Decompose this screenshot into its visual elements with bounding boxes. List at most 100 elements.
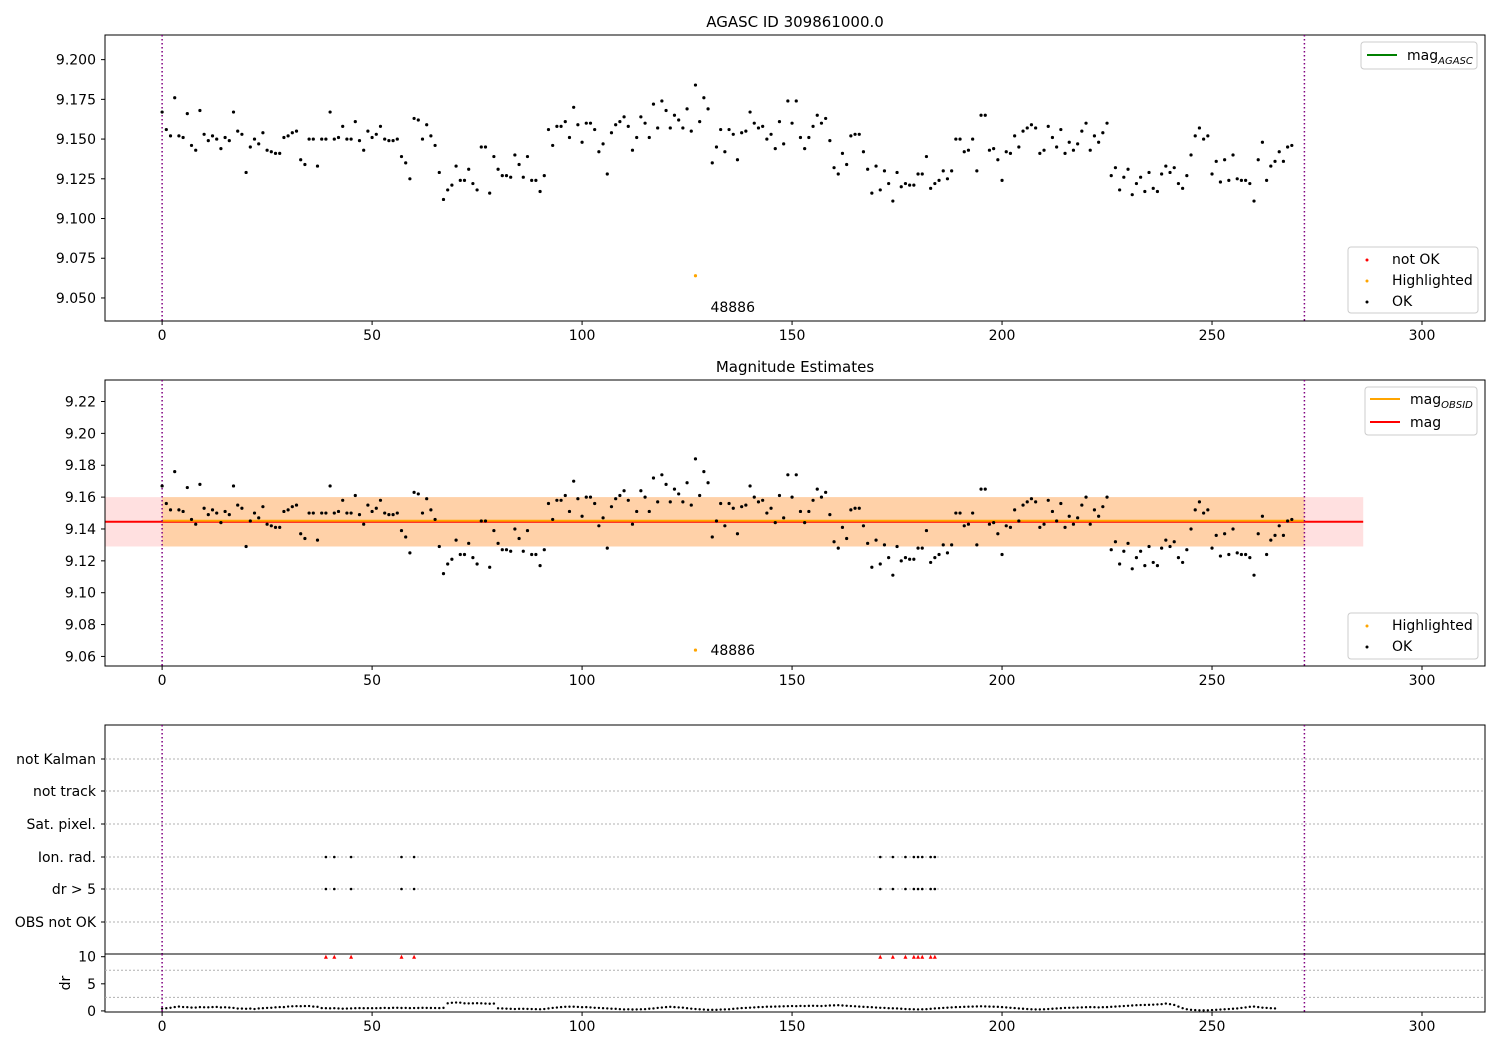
data-point bbox=[1176, 181, 1181, 186]
data-point bbox=[1151, 186, 1155, 190]
dr-point bbox=[244, 1007, 248, 1011]
y-tick-label: 9.175 bbox=[56, 92, 96, 108]
dr-point bbox=[1072, 1006, 1075, 1009]
data-point bbox=[769, 132, 773, 136]
data-point bbox=[811, 498, 815, 502]
data-point bbox=[735, 158, 740, 162]
dr-point bbox=[257, 1007, 260, 1010]
dr-point bbox=[307, 1004, 311, 1008]
dr-point bbox=[811, 1004, 815, 1007]
data-point bbox=[286, 134, 290, 138]
dr-point bbox=[652, 1007, 655, 1010]
data-point bbox=[1143, 564, 1147, 568]
dr-point bbox=[492, 1002, 496, 1005]
data-point bbox=[941, 543, 945, 547]
estimates-legend-top[interactable]: magOBSID mag bbox=[1364, 386, 1478, 436]
data-point bbox=[387, 513, 391, 517]
data-point bbox=[576, 497, 580, 501]
data-point bbox=[828, 139, 832, 143]
flags-points bbox=[324, 855, 937, 891]
dr-point bbox=[1034, 1008, 1037, 1011]
flag-row-label: Sat. pixel. bbox=[27, 817, 96, 833]
data-point bbox=[357, 139, 362, 143]
dr-point bbox=[471, 1002, 475, 1005]
dr-point bbox=[996, 1005, 1000, 1009]
y-tick-label: 9.06 bbox=[65, 649, 96, 665]
data-point bbox=[1101, 505, 1105, 509]
data-point bbox=[437, 170, 441, 175]
data-point bbox=[1130, 193, 1134, 197]
data-point bbox=[1097, 140, 1101, 144]
x-tick-label: 100 bbox=[569, 328, 596, 344]
data-point bbox=[752, 121, 756, 125]
dr-point bbox=[757, 1005, 760, 1009]
data-point bbox=[269, 150, 273, 154]
data-point bbox=[332, 511, 336, 515]
flag-point bbox=[904, 887, 907, 891]
data-point bbox=[992, 521, 996, 525]
data-point bbox=[903, 556, 908, 560]
x-tick-label: 250 bbox=[1199, 673, 1226, 689]
data-point bbox=[269, 524, 273, 528]
data-point bbox=[248, 145, 252, 149]
legend-label-highlighted-2: Highlighted bbox=[1392, 618, 1473, 634]
data-point bbox=[248, 519, 252, 523]
data-point bbox=[1197, 500, 1202, 504]
data-point bbox=[1038, 151, 1042, 155]
dr-point bbox=[1168, 1002, 1172, 1006]
data-point bbox=[698, 493, 702, 498]
data-point bbox=[1105, 121, 1109, 125]
flag-point bbox=[878, 887, 882, 891]
data-point bbox=[899, 185, 903, 189]
flag-point bbox=[324, 855, 328, 859]
dr-point bbox=[1017, 1007, 1021, 1010]
data-point bbox=[177, 134, 181, 138]
dr-point bbox=[929, 1007, 932, 1011]
data-point bbox=[1097, 514, 1101, 518]
agasc-legend-top[interactable]: magAGASC bbox=[1360, 41, 1478, 70]
agasc-legend-bottom[interactable]: not OK Highlighted OK bbox=[1347, 246, 1479, 314]
dr-point bbox=[173, 1005, 176, 1009]
dr-point bbox=[177, 1005, 181, 1008]
data-point bbox=[723, 524, 727, 528]
data-point bbox=[1202, 137, 1206, 141]
legend-marker-ok-2 bbox=[1365, 645, 1369, 649]
data-point bbox=[1143, 189, 1147, 194]
data-point bbox=[504, 174, 509, 178]
x-tick-label: 50 bbox=[363, 673, 381, 689]
data-point bbox=[1269, 164, 1273, 168]
data-point bbox=[1113, 540, 1118, 544]
dr-point bbox=[202, 1006, 206, 1009]
data-point bbox=[815, 487, 819, 491]
dr-point bbox=[551, 1006, 554, 1010]
dr-point bbox=[656, 1006, 659, 1010]
data-point bbox=[1168, 544, 1172, 549]
dr-point bbox=[753, 1006, 756, 1009]
dr-point bbox=[564, 1005, 567, 1008]
data-point bbox=[210, 134, 215, 138]
data-point bbox=[664, 108, 668, 113]
data-point bbox=[702, 470, 706, 474]
x-tick-label: 0 bbox=[158, 673, 167, 689]
dr-point bbox=[727, 1008, 731, 1011]
estimates-legend-bottom[interactable]: Highlighted OK bbox=[1347, 612, 1479, 660]
y-tick-label: 9.14 bbox=[65, 522, 96, 538]
data-point bbox=[404, 161, 408, 165]
data-point bbox=[693, 457, 698, 461]
data-point bbox=[731, 506, 735, 510]
dr-point bbox=[291, 1005, 294, 1008]
data-point bbox=[832, 540, 836, 544]
data-point bbox=[719, 501, 723, 506]
data-point bbox=[282, 135, 286, 140]
data-point bbox=[588, 121, 593, 125]
dr-clipped-marker bbox=[916, 954, 921, 959]
data-point bbox=[517, 536, 521, 541]
data-point bbox=[656, 126, 660, 130]
data-point bbox=[1155, 189, 1160, 194]
data-point bbox=[530, 552, 534, 557]
data-point bbox=[790, 495, 794, 499]
data-point bbox=[1223, 532, 1227, 536]
dr-clipped-marker bbox=[323, 954, 328, 959]
dr-point bbox=[337, 1007, 340, 1010]
dr-point bbox=[1273, 1007, 1277, 1010]
